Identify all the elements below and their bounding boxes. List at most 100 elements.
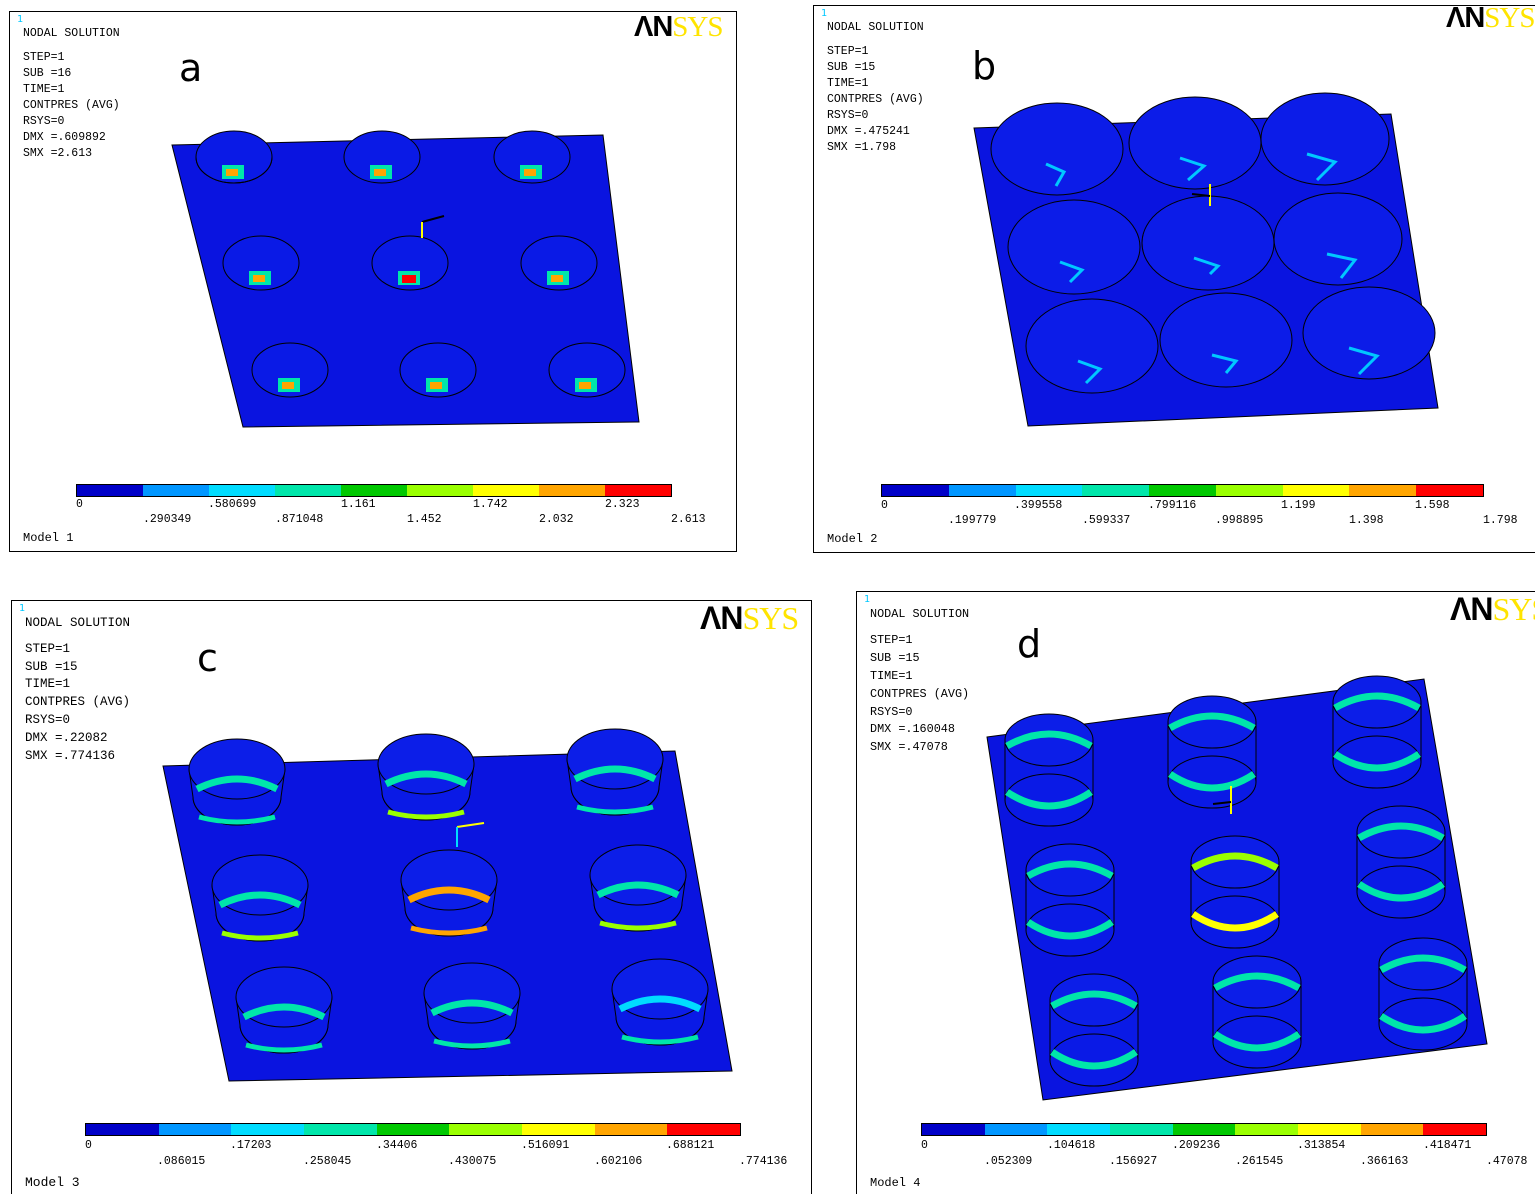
legend-color-swatch bbox=[539, 485, 605, 496]
legend-tick: .290349 bbox=[143, 513, 192, 526]
legend-tick: .209236 bbox=[1172, 1139, 1221, 1152]
legend-tick: .599337 bbox=[1082, 514, 1131, 527]
panel-letter: b bbox=[972, 44, 997, 88]
legend-color-swatch bbox=[275, 485, 341, 496]
legend-tick: .516091 bbox=[521, 1139, 570, 1152]
result-label: CONTPRES (AVG) bbox=[827, 93, 924, 106]
legend-tick: 1.742 bbox=[473, 498, 508, 511]
legend-color-swatch bbox=[376, 1124, 450, 1135]
legend-tick: .261545 bbox=[1235, 1155, 1284, 1168]
smx-label: SMX =.47078 bbox=[870, 740, 948, 755]
smx-label: SMX =2.613 bbox=[23, 147, 93, 160]
legend-tick: .052309 bbox=[984, 1155, 1033, 1168]
panel-c: 1 NODAL SOLUTION STEP=1 SUB =15 TIME=1 C… bbox=[11, 600, 812, 1194]
legend-color-swatch bbox=[77, 485, 143, 496]
legend-tick: .47078 bbox=[1486, 1155, 1528, 1168]
model-label: Model 1 bbox=[23, 531, 74, 545]
solution-title: NODAL SOLUTION bbox=[870, 607, 970, 621]
cups-a bbox=[195, 130, 626, 398]
sub-label: SUB =15 bbox=[827, 61, 876, 74]
legend-tick: .34406 bbox=[376, 1139, 418, 1152]
ansys-logo: ΛNSYS bbox=[700, 600, 799, 636]
info-block: NODAL SOLUTION STEP=1 SUB =15 TIME=1 CON… bbox=[25, 615, 130, 765]
legend-color-swatch bbox=[1215, 485, 1283, 496]
legend-tick: .258045 bbox=[303, 1155, 352, 1168]
smx-label: SMX =.774136 bbox=[25, 748, 116, 763]
time-label: TIME=1 bbox=[23, 83, 65, 96]
legend-color-swatch bbox=[1298, 1124, 1361, 1135]
legend-color-swatch bbox=[522, 1124, 595, 1135]
step-label: STEP=1 bbox=[25, 641, 71, 656]
legend-color-swatch bbox=[473, 485, 539, 496]
rsys-label: RSYS=0 bbox=[870, 704, 913, 719]
legend-color-swatch bbox=[1349, 485, 1417, 496]
step-label: STEP=1 bbox=[870, 632, 913, 647]
window-number: 1 bbox=[821, 8, 828, 19]
contour-plot-c bbox=[162, 728, 733, 1082]
legend-tick: .156927 bbox=[1109, 1155, 1158, 1168]
axis-triad-d bbox=[1212, 786, 1232, 814]
legend-tick: 1.598 bbox=[1415, 499, 1450, 512]
solution-title: NODAL SOLUTION bbox=[827, 21, 924, 34]
panel-letter: d bbox=[1017, 622, 1042, 666]
legend-tick: .998895 bbox=[1215, 514, 1264, 527]
result-label: CONTPRES (AVG) bbox=[25, 695, 131, 710]
sub-label: SUB =16 bbox=[23, 67, 72, 80]
result-label: CONTPRES (AVG) bbox=[23, 99, 120, 112]
legend-color-swatch bbox=[449, 1124, 523, 1135]
info-block: NODAL SOLUTION STEP=1 SUB =15 TIME=1 CON… bbox=[827, 20, 924, 156]
legend-tick: .418471 bbox=[1423, 1139, 1472, 1152]
legend-tick: .366163 bbox=[1360, 1155, 1409, 1168]
legend-tick: 2.613 bbox=[671, 513, 706, 526]
legend-tick: 0 bbox=[85, 1139, 92, 1152]
legend-tick: .602106 bbox=[594, 1155, 643, 1168]
ansys-logo: ΛNSYS bbox=[634, 11, 724, 43]
time-label: TIME=1 bbox=[827, 77, 869, 90]
legend-color-swatch bbox=[1282, 485, 1350, 496]
legend-color-swatch bbox=[605, 485, 671, 496]
window-number: 1 bbox=[17, 14, 24, 25]
legend-tick: .17203 bbox=[230, 1139, 272, 1152]
legend-tick: .313854 bbox=[1297, 1139, 1346, 1152]
dmx-label: DMX =.160048 bbox=[870, 722, 955, 737]
legend-color-swatch bbox=[231, 1124, 305, 1135]
legend-tick: .430075 bbox=[448, 1155, 497, 1168]
legend-color-swatch bbox=[407, 485, 473, 496]
legend-color-swatch bbox=[667, 1124, 741, 1135]
legend-tick: 2.323 bbox=[605, 498, 640, 511]
info-block: NODAL SOLUTION STEP=1 SUB =15 TIME=1 CON… bbox=[870, 606, 969, 757]
legend-color-swatch bbox=[1416, 485, 1484, 496]
dmx-label: DMX =.609892 bbox=[23, 131, 106, 144]
legend-color-swatch bbox=[1015, 485, 1083, 496]
panel-letter: c bbox=[197, 636, 218, 680]
legend-tick: 0 bbox=[921, 1139, 928, 1152]
legend-tick: .774136 bbox=[739, 1155, 788, 1168]
solution-title: NODAL SOLUTION bbox=[25, 616, 131, 630]
legend-tick: 0 bbox=[76, 498, 83, 511]
legend-color-swatch bbox=[882, 485, 949, 496]
panel-a: 1 NODAL SOLUTION STEP=1 SUB =16 TIME=1 C… bbox=[9, 11, 737, 552]
panel-b: 1 NODAL SOLUTION STEP=1 SUB =15 TIME=1 C… bbox=[813, 5, 1535, 553]
legend-colorbar bbox=[76, 484, 672, 497]
model-label: Model 2 bbox=[827, 532, 878, 546]
panel-d: 1 NODAL SOLUTION STEP=1 SUB =15 TIME=1 C… bbox=[856, 591, 1535, 1194]
legend-color-swatch bbox=[984, 1124, 1048, 1135]
legend-tick: 0 bbox=[881, 499, 888, 512]
legend-color-swatch bbox=[1360, 1124, 1424, 1135]
contour-plot-d bbox=[986, 675, 1488, 1101]
legend-tick: .871048 bbox=[275, 513, 324, 526]
legend-tick: 1.452 bbox=[407, 513, 442, 526]
step-label: STEP=1 bbox=[23, 51, 65, 64]
legend-color-swatch bbox=[948, 485, 1016, 496]
sub-label: SUB =15 bbox=[25, 659, 78, 674]
legend-colorbar bbox=[881, 484, 1484, 497]
legend-tick: .104618 bbox=[1047, 1139, 1096, 1152]
window-number: 1 bbox=[19, 603, 26, 614]
legend-tick: .199779 bbox=[948, 514, 997, 527]
rsys-label: RSYS=0 bbox=[23, 115, 65, 128]
legend-tick: .688121 bbox=[666, 1139, 715, 1152]
legend-tick: 1.199 bbox=[1281, 499, 1316, 512]
legend-tick: .086015 bbox=[157, 1155, 206, 1168]
legend-color-swatch bbox=[209, 485, 275, 496]
legend-color-swatch bbox=[1047, 1124, 1111, 1135]
